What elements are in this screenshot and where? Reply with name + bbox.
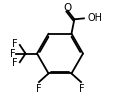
Text: OH: OH xyxy=(87,13,102,23)
Text: F: F xyxy=(12,39,17,49)
Text: F: F xyxy=(12,58,17,68)
Text: F: F xyxy=(36,84,41,94)
Text: F: F xyxy=(79,84,84,94)
Text: F: F xyxy=(10,49,15,59)
Text: O: O xyxy=(63,3,71,13)
